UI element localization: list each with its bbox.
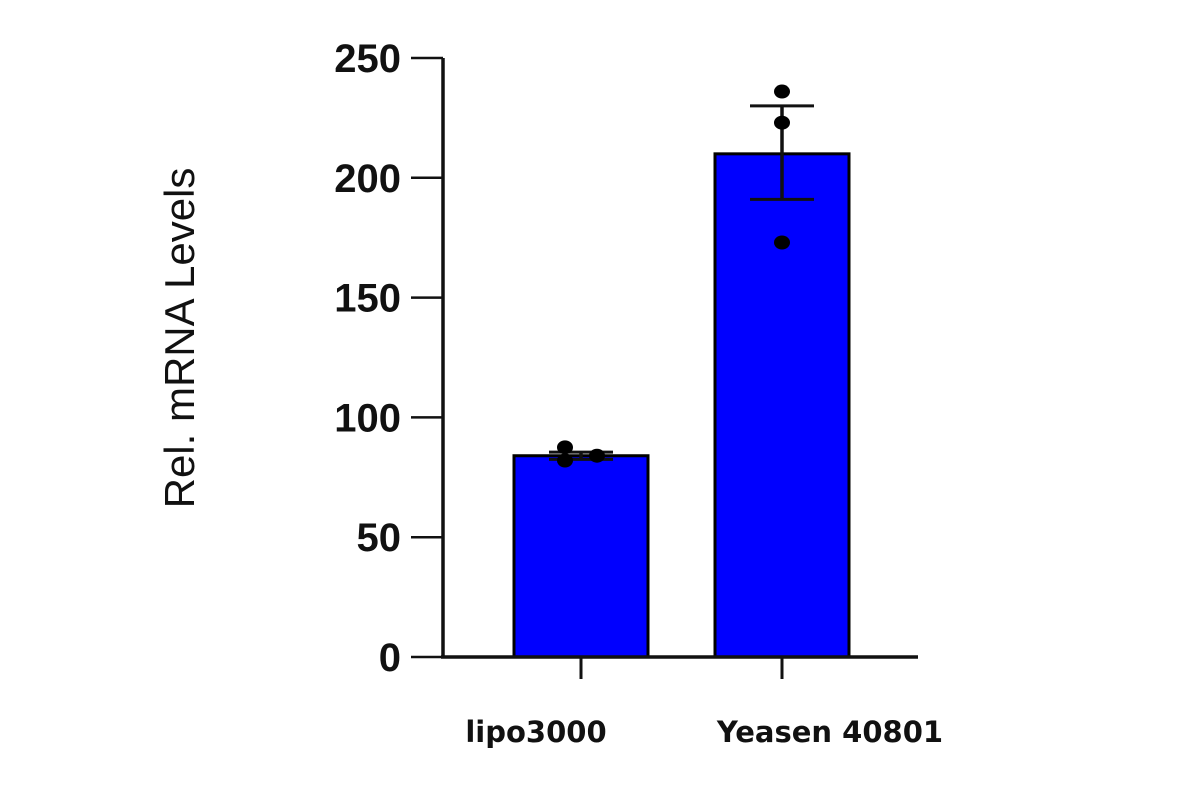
bar-yeasen-40801 [713, 152, 851, 659]
data-point [774, 84, 790, 99]
y-axis-label: Rel. mRNA Levels [156, 168, 203, 509]
x-tick-label: lipo3000 [465, 715, 606, 749]
y-tick-label: 50 [357, 516, 402, 560]
bar-lipo3000 [512, 454, 650, 659]
data-point [557, 453, 573, 468]
y-tick-label: 200 [334, 157, 401, 201]
y-tick-label: 0 [379, 636, 401, 680]
y-tick-label: 150 [334, 277, 401, 321]
x-axis: lipo3000 Yeasen 40801 [441, 655, 943, 749]
data-point [774, 235, 790, 250]
y-tick-label: 100 [334, 396, 401, 440]
y-axis: 0 50 100 150 200 250 [334, 37, 445, 680]
data-point [557, 440, 573, 455]
data-point [589, 448, 605, 463]
x-tick-label: Yeasen 40801 [716, 715, 943, 749]
y-tick-label: 250 [334, 37, 401, 81]
data-point [774, 115, 790, 130]
bars [512, 84, 851, 659]
